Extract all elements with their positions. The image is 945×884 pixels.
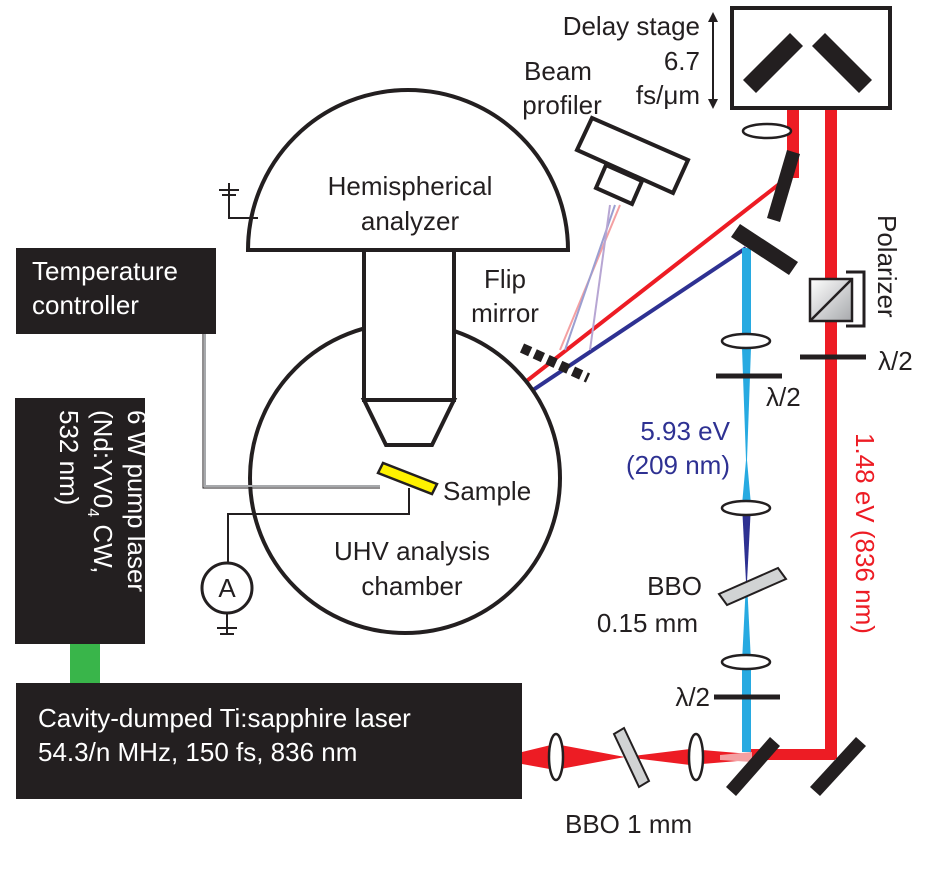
ir-beam-label: 1.48 eV (836 nm) xyxy=(850,433,880,634)
chamber-label-1: UHV analysis xyxy=(334,536,490,566)
bbo-thin-label-1: BBO xyxy=(647,571,702,601)
temperature-wire-outline xyxy=(202,333,380,489)
temperature-controller-label-1: Temperature xyxy=(32,256,178,286)
lens-uv-middle xyxy=(720,499,772,517)
bbo-thick-label: BBO 1 mm xyxy=(565,809,692,839)
profiler-reflection-mix xyxy=(589,204,611,351)
pump-beam xyxy=(70,644,100,684)
beam-profiler[interactable] xyxy=(574,115,691,207)
analyzer-label-1: Hemispherical xyxy=(328,171,493,201)
analyzer-ground-icon xyxy=(219,183,258,219)
mirror-red-arm xyxy=(767,150,800,222)
ti-laser-label-2: 54.3/n MHz, 150 fs, 836 nm xyxy=(38,737,357,767)
ammeter-wire xyxy=(227,488,410,562)
pump-laser-label-1: 6 W pump laser xyxy=(122,410,152,592)
polarizer-label: Polarizer xyxy=(872,215,902,318)
sample-plate xyxy=(376,461,439,496)
temperature-controller-label-2: controller xyxy=(32,290,139,320)
bbo-thin-label-2: 0.15 mm xyxy=(597,608,698,638)
lens-red-arm xyxy=(741,122,793,140)
ti-sapphire-laser-box[interactable] xyxy=(16,683,522,799)
lenses xyxy=(547,122,793,782)
pump-laser-label-2: (Nd:YV04 CW, xyxy=(84,410,118,574)
mirrors xyxy=(726,150,866,796)
polarizer-cube xyxy=(808,270,866,328)
delay-stage-title: Delay stage xyxy=(563,11,700,41)
lens-input-1 xyxy=(547,732,565,782)
bbo-thick-crystal xyxy=(612,726,651,789)
hemispherical-analyzer[interactable] xyxy=(245,88,571,447)
delay-stage-box[interactable] xyxy=(730,6,892,110)
lens-input-2 xyxy=(687,732,705,782)
ammeter-symbol: A xyxy=(218,573,236,603)
lens-uv-upper xyxy=(720,332,772,350)
mirror-uv-top xyxy=(731,224,798,275)
beam-profiler-label-2: profiler xyxy=(522,90,602,120)
chamber-label-2: chamber xyxy=(361,571,462,601)
ammeter-ground-icon xyxy=(217,613,237,635)
ti-laser-label-1: Cavity-dumped Ti:sapphire laser xyxy=(38,703,411,733)
waveplate-blue-arm-label: λ/2 xyxy=(766,382,801,412)
beam-profiler-label-1: Beam xyxy=(524,56,592,86)
mirror-bottom-left xyxy=(726,737,780,796)
pump-laser-box[interactable] xyxy=(15,398,145,644)
flip-mirror-label-1: Flip xyxy=(484,264,526,294)
delay-stage-arrow xyxy=(708,12,718,109)
mirror-bottom-right xyxy=(810,737,866,796)
flip-mirror-label-2: mirror xyxy=(471,298,539,328)
lens-uv-lower xyxy=(720,653,772,671)
flip-mirror[interactable] xyxy=(519,343,591,383)
temperature-wire xyxy=(204,333,380,487)
delay-stage-value: 6.7 xyxy=(664,46,700,76)
temperature-controller-box[interactable] xyxy=(16,248,216,334)
delay-stage-unit: fs/μm xyxy=(636,80,700,110)
analyzer-label-2: analyzer xyxy=(361,206,460,236)
retroreflector-mirrors xyxy=(743,33,872,93)
sample-label: Sample xyxy=(443,476,531,506)
pump-laser-label-3: 532 nm) xyxy=(54,410,84,505)
pump-laser-label: 6 W pump laser (Nd:YV04 CW, 532 nm) xyxy=(54,410,152,592)
waveplate-red-arm-label: λ/2 xyxy=(878,346,913,376)
waveplates xyxy=(714,354,866,700)
ir-residual xyxy=(720,752,752,762)
uv-beam-energy: 5.93 eV xyxy=(640,416,730,446)
uv-beam-wavelength: (209 nm) xyxy=(626,450,730,480)
waveplate-input-label: λ/2 xyxy=(675,682,710,712)
bbo-thin-crystal xyxy=(717,566,788,607)
